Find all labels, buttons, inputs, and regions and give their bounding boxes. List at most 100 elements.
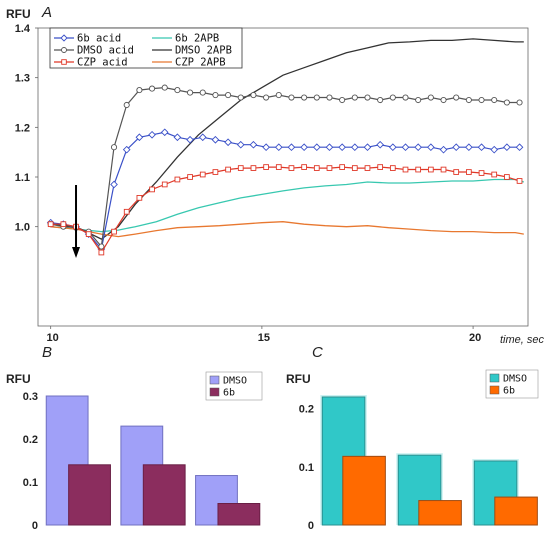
x-tick-label-a: 15 bbox=[258, 332, 270, 344]
data-point bbox=[351, 165, 358, 171]
data-point bbox=[339, 96, 346, 104]
plot-frame-a bbox=[37, 27, 529, 327]
data-point bbox=[98, 243, 105, 250]
data-point bbox=[60, 221, 67, 228]
data-point bbox=[402, 94, 409, 101]
legend-label: 6b 2APB bbox=[175, 33, 219, 45]
legend-box-a bbox=[49, 27, 243, 69]
data-point bbox=[453, 169, 460, 175]
y-tick-label-a: 1.3 bbox=[15, 73, 30, 85]
data-point bbox=[364, 165, 371, 171]
data-point bbox=[339, 164, 345, 170]
data-point bbox=[313, 165, 320, 171]
legend-marker bbox=[60, 34, 68, 42]
y-tick-label-c: 0 bbox=[308, 520, 314, 532]
legend-label: CZP 2APB bbox=[175, 57, 226, 69]
y-tick-label-a: 1.0 bbox=[15, 222, 30, 234]
series-line bbox=[50, 178, 524, 233]
data-point bbox=[225, 92, 232, 99]
data-point bbox=[160, 128, 169, 137]
series-line bbox=[50, 166, 520, 254]
data-point bbox=[415, 166, 422, 173]
data-point bbox=[263, 164, 269, 170]
y-tick-label-b: 0.1 bbox=[23, 477, 38, 489]
series-dmso-2apb bbox=[50, 38, 524, 240]
data-point bbox=[326, 94, 333, 101]
data-point bbox=[187, 89, 194, 96]
data-point bbox=[478, 96, 485, 104]
data-point bbox=[288, 165, 295, 171]
data-point bbox=[136, 195, 143, 201]
y-tick-label-b: 0 bbox=[32, 520, 38, 532]
data-point bbox=[427, 143, 435, 152]
data-point bbox=[173, 133, 182, 142]
data-point bbox=[465, 143, 473, 152]
data-point bbox=[389, 94, 396, 101]
legend-label: 6b bbox=[223, 388, 235, 399]
data-point bbox=[123, 208, 130, 215]
data-point bbox=[212, 169, 219, 175]
x-tick-label-a: 10 bbox=[47, 332, 59, 344]
data-point bbox=[377, 96, 384, 104]
legend-label: 6b bbox=[503, 386, 515, 397]
data-point bbox=[452, 143, 461, 152]
x-axis-label-a: time, sec bbox=[500, 334, 545, 346]
y-axis-label-a: RFU bbox=[6, 7, 31, 21]
data-point bbox=[301, 94, 308, 101]
data-point bbox=[288, 94, 295, 101]
series-czp-acid bbox=[47, 164, 523, 256]
data-point bbox=[275, 164, 282, 170]
data-point bbox=[249, 140, 258, 149]
data-point bbox=[351, 94, 358, 101]
data-point bbox=[85, 231, 92, 237]
data-point bbox=[364, 94, 371, 101]
data-point bbox=[237, 94, 244, 101]
data-point bbox=[149, 186, 155, 193]
data-point bbox=[287, 143, 296, 152]
data-point bbox=[174, 176, 181, 183]
data-point bbox=[98, 249, 105, 256]
data-point bbox=[186, 135, 194, 144]
legend-swatch bbox=[489, 373, 500, 383]
data-point bbox=[503, 143, 511, 152]
data-point bbox=[275, 92, 282, 99]
data-point bbox=[377, 164, 384, 170]
data-point bbox=[198, 133, 207, 142]
data-point bbox=[211, 135, 220, 144]
data-point bbox=[123, 101, 130, 109]
data-point bbox=[440, 166, 447, 173]
series-line bbox=[50, 38, 524, 240]
y-tick-label-c: 0.1 bbox=[299, 462, 314, 474]
y-tick-label-b: 0.3 bbox=[23, 391, 38, 403]
data-point bbox=[111, 228, 117, 235]
legend-label: 6b acid bbox=[77, 33, 121, 45]
data-point bbox=[187, 174, 193, 180]
data-point bbox=[401, 143, 410, 152]
data-point bbox=[439, 145, 448, 154]
data-point bbox=[427, 94, 434, 101]
data-point bbox=[453, 94, 460, 101]
data-point bbox=[326, 165, 333, 171]
legend-marker bbox=[61, 59, 67, 65]
data-point bbox=[110, 180, 118, 189]
data-point bbox=[363, 143, 372, 152]
y-tick-label-b: 0.2 bbox=[23, 434, 38, 446]
data-point bbox=[465, 96, 472, 104]
x-tick-label-a: 20 bbox=[469, 332, 481, 344]
data-point bbox=[312, 143, 321, 152]
data-point bbox=[300, 143, 308, 152]
data-point bbox=[199, 89, 206, 96]
legend-marker bbox=[61, 47, 67, 53]
y-tick-label-a: 1.2 bbox=[15, 122, 30, 134]
bar-6b bbox=[142, 464, 186, 526]
arrow-head bbox=[72, 247, 81, 258]
data-point bbox=[478, 170, 485, 176]
legend-label: DMSO bbox=[503, 374, 527, 385]
data-point bbox=[161, 84, 168, 91]
data-point bbox=[135, 133, 144, 142]
data-point bbox=[515, 143, 524, 152]
